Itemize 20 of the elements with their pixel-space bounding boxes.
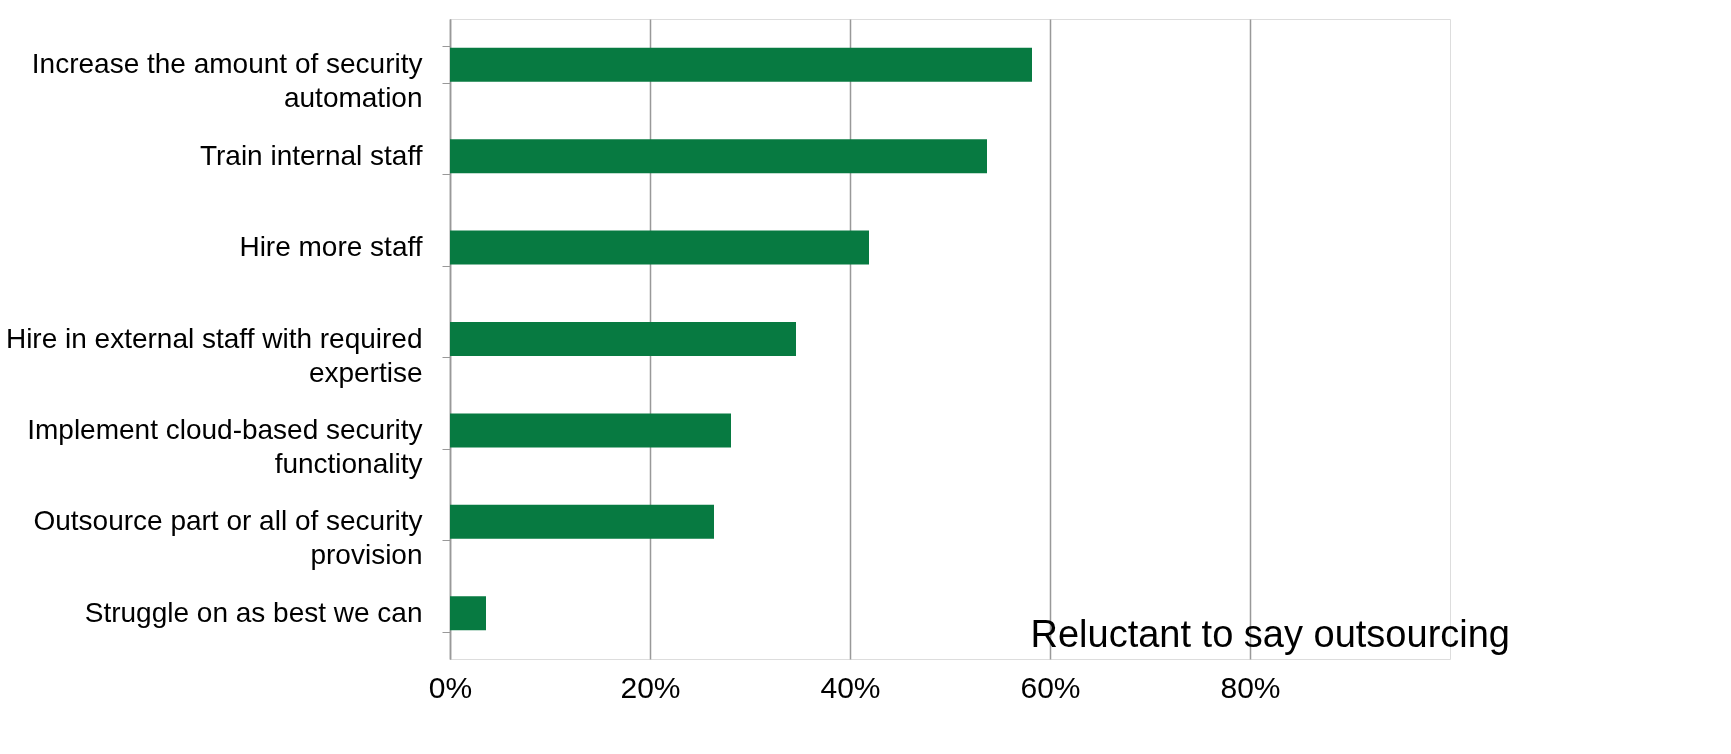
y-tick-label: Hire more staff <box>239 231 423 263</box>
y-tick-label: Implement cloud-based security functionality <box>27 413 423 479</box>
x-tick-label: 20% <box>620 670 681 704</box>
bar <box>450 504 714 539</box>
y-tick-label: Train internal staff <box>199 139 423 171</box>
y-tick-label: Hire in external staff with required expertise <box>5 322 423 388</box>
x-tick-label: 40% <box>820 670 881 704</box>
bar <box>450 230 869 265</box>
y-tick-label: Struggle on as best we can <box>84 596 423 628</box>
x-tick-label: 60% <box>1020 670 1081 704</box>
y-tick-label: Increase the amount of security automation <box>31 48 423 114</box>
bar <box>450 596 486 631</box>
x-tick-label: 0% <box>428 670 473 704</box>
y-tick-label: Outsource part or all of security provision <box>33 505 423 571</box>
bar <box>450 139 987 174</box>
annotation: Reluctant to say outsourcing <box>1030 613 1510 655</box>
bar <box>450 322 796 356</box>
x-tick-label: 80% <box>1220 670 1281 704</box>
bar <box>450 47 1032 82</box>
bar <box>450 413 731 448</box>
